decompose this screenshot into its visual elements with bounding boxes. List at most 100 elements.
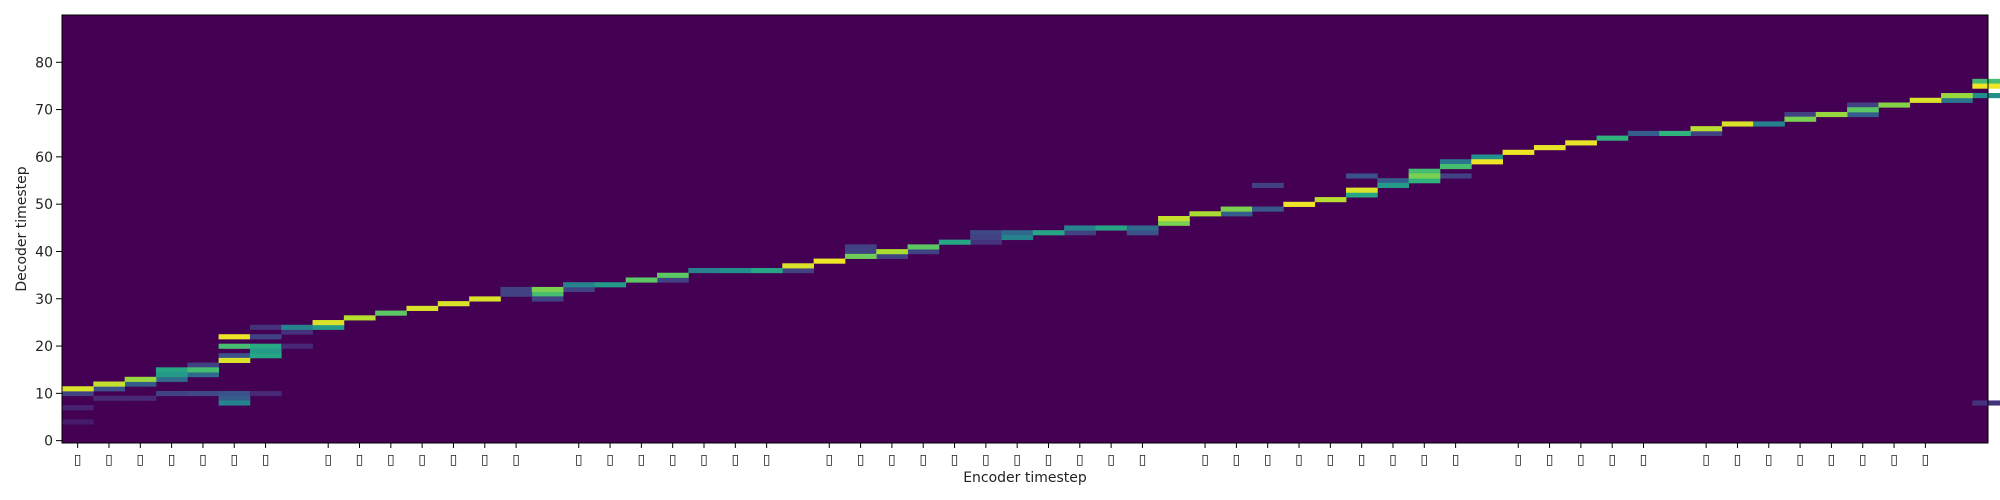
heatmap-cell <box>62 390 94 397</box>
x-tick-label: ▯ <box>888 452 896 468</box>
x-tick-label: ▯ <box>387 452 395 468</box>
heatmap-cell <box>1784 111 1817 118</box>
x-tick-label: ▯ <box>731 452 739 468</box>
x-tick-label: ▯ <box>919 452 927 468</box>
alignment-cell <box>406 305 439 311</box>
heatmap-cell <box>218 343 251 349</box>
heatmap-cell <box>1001 230 1034 236</box>
x-tick-label: ▯ <box>481 452 489 468</box>
heatmap-cell <box>62 405 94 411</box>
alignment-cell <box>907 244 940 250</box>
x-tick-label: ▯ <box>1702 452 1710 468</box>
y-tick-label: 10 <box>35 386 53 402</box>
alignment-cell <box>1032 230 1065 236</box>
alignment-cell <box>1565 140 1597 146</box>
alignment-cell <box>187 367 219 373</box>
alignment-cell <box>469 296 501 302</box>
x-tick-label: ▯ <box>1389 452 1397 468</box>
x-tick-label: ▯ <box>1013 452 1021 468</box>
heatmap-cell <box>1408 178 1441 184</box>
heatmap-cell <box>531 296 564 302</box>
x-tick-label: ▯ <box>982 452 990 468</box>
x-tick-label: ▯ <box>262 452 270 468</box>
heatmap-cell <box>155 367 188 373</box>
alignment-cell <box>1533 145 1566 151</box>
x-tick-label: ▯ <box>669 452 677 468</box>
alignment-cell <box>1972 83 2000 89</box>
alignment-cell <box>844 253 877 259</box>
heatmap-cell <box>1252 182 1284 189</box>
x-tick-label: ▯ <box>324 452 332 468</box>
x-tick-label: ▯ <box>763 452 771 468</box>
heatmap-cell <box>782 268 815 274</box>
x-tick-label: ▯ <box>136 452 144 468</box>
heatmap-background <box>62 15 1988 443</box>
alignment-cell <box>719 268 752 274</box>
x-tick-label: ▯ <box>700 452 708 468</box>
alignment-cell <box>1377 182 1410 189</box>
alignment-cell <box>1064 225 1096 231</box>
alignment-cell <box>750 268 783 274</box>
alignment-cell <box>1659 130 1691 136</box>
alignment-cell <box>1847 107 1879 113</box>
heatmap-cell <box>218 395 251 401</box>
heatmap-cell <box>62 419 94 425</box>
heatmap-cell <box>155 390 188 397</box>
y-tick-label: 0 <box>44 434 53 450</box>
alignment-cell <box>688 268 721 274</box>
heatmap-cell <box>500 286 533 293</box>
alignment-cell <box>343 315 376 321</box>
heatmap-cell <box>844 249 877 255</box>
heatmap-cell <box>312 324 345 330</box>
x-tick-label: ▯ <box>1420 452 1428 468</box>
alignment-cell <box>1408 173 1441 179</box>
heatmap-cell <box>1408 168 1441 174</box>
heatmap-cell <box>155 376 188 382</box>
alignment-cell <box>1909 97 1942 103</box>
alignment-cell <box>1690 126 1723 132</box>
heatmap-cell <box>1847 111 1879 118</box>
heatmap-cell <box>249 324 282 330</box>
x-tick-label: ▯ <box>1922 452 1930 468</box>
heatmap-cell <box>93 386 126 392</box>
heatmap-cell <box>1220 211 1253 217</box>
x-tick-label: ▯ <box>1107 452 1115 468</box>
x-tick-label: ▯ <box>857 452 865 468</box>
heatmap-cell <box>218 400 251 406</box>
alignment-cell <box>1502 149 1535 155</box>
x-tick-label: ▯ <box>356 452 364 468</box>
heatmap-cell <box>970 230 1002 236</box>
heatmap-cell <box>249 343 282 349</box>
x-tick-label: ▯ <box>1734 452 1742 468</box>
heatmap-cell <box>187 362 219 368</box>
heatmap-cell <box>1064 230 1096 236</box>
y-tick-label: 40 <box>35 244 53 260</box>
x-tick-label: ▯ <box>1201 452 1209 468</box>
x-tick-label: ▯ <box>1859 452 1867 468</box>
x-tick-label: ▯ <box>230 452 238 468</box>
alignment-cell <box>124 376 157 382</box>
heatmap-cell <box>1346 192 1378 198</box>
alignment-cell <box>876 249 908 255</box>
x-tick-label: ▯ <box>1358 452 1366 468</box>
x-tick-label: ▯ <box>1608 452 1616 468</box>
heatmap-cell <box>844 244 877 250</box>
heatmap-cell <box>281 329 313 335</box>
alignment-cell <box>1596 135 1629 141</box>
alignment-cell <box>62 386 94 392</box>
alignment-cell <box>1815 111 1848 118</box>
x-tick-label: ▯ <box>1640 452 1648 468</box>
heatmap-cell <box>124 381 157 387</box>
alignment-cell <box>1878 102 1911 108</box>
x-tick-label: ▯ <box>168 452 176 468</box>
x-tick-label: ▯ <box>575 452 583 468</box>
alignment-cell <box>1784 116 1817 122</box>
heatmap-cell <box>1941 97 1973 103</box>
y-tick-label: 30 <box>35 292 53 308</box>
y-tick-label: 50 <box>35 197 53 213</box>
heatmap-cell <box>218 334 251 340</box>
alignment-cell <box>1158 215 1190 222</box>
x-tick-label: ▯ <box>1326 452 1334 468</box>
heatmap-cell <box>1126 230 1159 236</box>
